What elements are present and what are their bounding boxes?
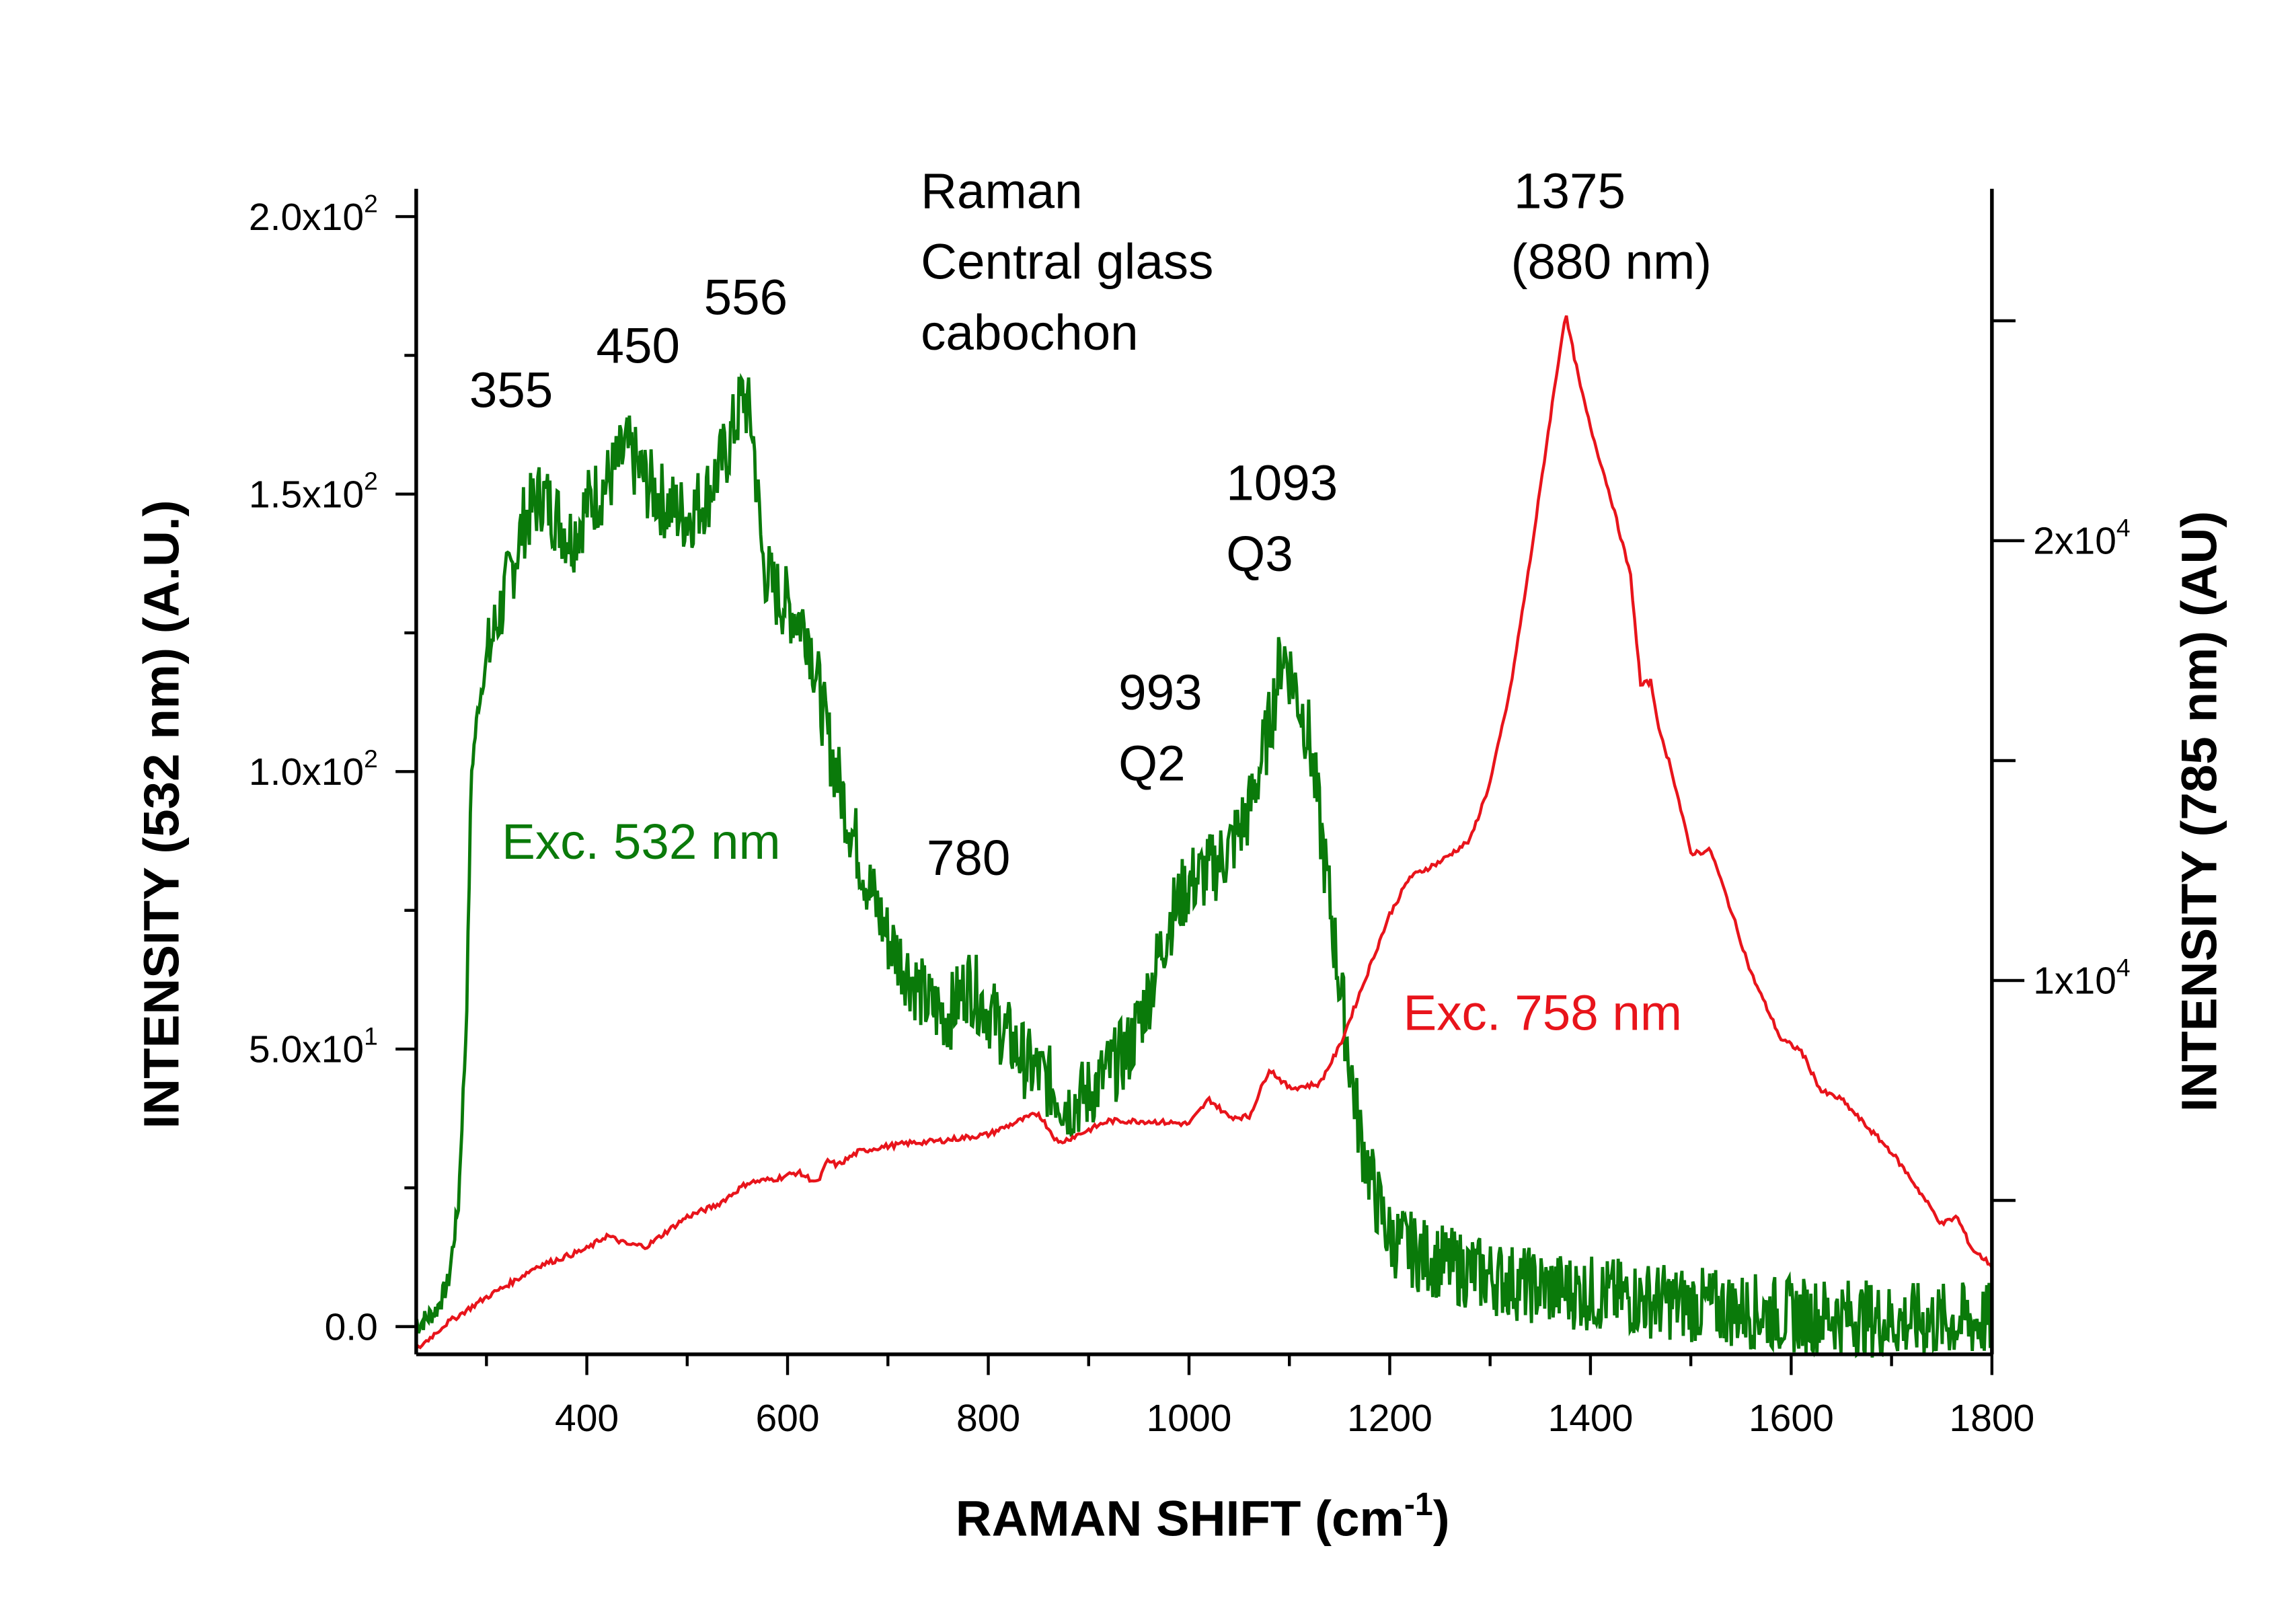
axes-layer: 400 600 800 1000 1200 1400 1600 1800 0.0 5.0x101 1… [249, 188, 2131, 1440]
x-tick-label: 400 [555, 1397, 619, 1440]
info-line-3: cabochon [921, 304, 1138, 360]
y-right-tick-label: 2x104 [2033, 513, 2130, 562]
y-axis-left-title: INTENSITY (532 nm) (A.U.) [133, 500, 190, 1128]
series-line-exc-758-nm [415, 315, 1993, 1350]
x-tick-label: 1200 [1347, 1397, 1432, 1440]
y-left-tick-label: 1.5x102 [249, 467, 378, 516]
peak-label-556: 556 [704, 268, 788, 325]
series-label-532: Exc. 532 nm [502, 813, 781, 870]
series-label-758: Exc. 758 nm [1404, 984, 1683, 1040]
x-tick-label: 1000 [1147, 1397, 1232, 1440]
peak-label-q3: Q3 [1226, 525, 1293, 582]
y-left-tick-label: 1.0x102 [249, 744, 378, 794]
x-tick-label: 1400 [1547, 1397, 1633, 1440]
y-left-tick-label: 2.0x102 [249, 189, 378, 238]
peak-label-1375-nm: (880 nm) [1511, 233, 1712, 290]
peak-label-355: 355 [469, 361, 553, 418]
y-left-tick-label: 0.0 [325, 1305, 378, 1348]
x-tick-label: 600 [755, 1397, 819, 1440]
series-line-exc-532-nm [414, 373, 1993, 1358]
y-right-tick-label: 1x104 [2033, 953, 2130, 1002]
peak-label-q2: Q2 [1118, 735, 1186, 792]
peak-label-780: 780 [927, 829, 1010, 886]
info-line-2: Central glass [921, 233, 1213, 290]
x-tick-label: 1800 [1949, 1397, 2034, 1440]
peak-label-1375: 1375 [1514, 162, 1625, 219]
info-line-1: Raman [921, 162, 1082, 219]
series-layer [414, 315, 1993, 1358]
peak-label-1093: 1093 [1226, 455, 1338, 511]
y-left-tick-label: 5.0x101 [249, 1022, 378, 1071]
peak-label-450: 450 [597, 317, 680, 374]
x-tick-label: 1600 [1749, 1397, 1834, 1440]
x-axis-title: RAMAN SHIFT (cm-1) [956, 1486, 1450, 1547]
peak-label-993: 993 [1118, 664, 1202, 720]
x-tick-label: 800 [956, 1397, 1020, 1440]
y-axis-right-title: INTENSITY (785 nm) (AU) [2170, 511, 2227, 1112]
